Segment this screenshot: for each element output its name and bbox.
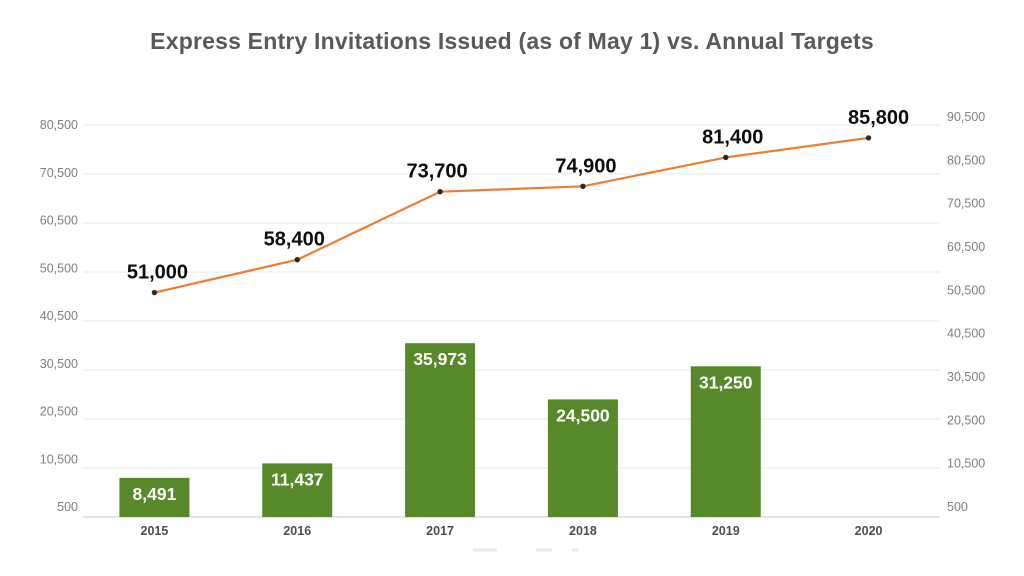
bar-value-label-2015: 8,491 <box>133 484 177 504</box>
right-axis-tick-label: 80,500 <box>947 153 985 167</box>
right-axis-tick-label: 10,500 <box>947 457 985 471</box>
left-axis-tick-label: 40,500 <box>40 309 78 323</box>
line-marker-2020 <box>865 135 872 141</box>
x-axis-label-2017: 2017 <box>426 524 454 538</box>
right-axis-tick-label: 40,500 <box>947 327 985 341</box>
x-axis-label-2015: 2015 <box>141 524 169 538</box>
right-axis-tick-label: 50,500 <box>947 283 985 297</box>
x-axis-label-2020: 2020 <box>855 524 883 538</box>
bar-2016 <box>262 463 333 517</box>
x-axis-label-2018: 2018 <box>569 524 597 538</box>
cropped-legend-fragment <box>473 548 497 552</box>
bar-value-label-2018: 24,500 <box>556 405 610 425</box>
line-value-label-2020: 85,800 <box>848 107 909 129</box>
left-axis-tick-label: 80,500 <box>40 118 78 132</box>
line-marker-2019 <box>723 154 729 161</box>
line-value-label-2019: 81,400 <box>702 126 763 148</box>
bar-2019 <box>690 366 761 517</box>
cropped-legend-fragment <box>572 548 578 552</box>
left-axis-tick-label: 30,500 <box>40 357 78 371</box>
left-axis-tick-label: 50,500 <box>40 261 78 275</box>
x-axis-label-2016: 2016 <box>283 524 311 538</box>
bar-value-label-2016: 11,437 <box>271 469 324 489</box>
left-axis-tick-label: 20,500 <box>40 405 78 419</box>
left-axis-tick-label: 70,500 <box>40 166 78 180</box>
line-value-label-2015: 51,000 <box>127 262 188 284</box>
bar-2018 <box>547 399 618 517</box>
bar-2017 <box>405 343 476 517</box>
left-axis-tick-label: 500 <box>57 500 78 514</box>
right-axis-tick-label: 90,500 <box>947 110 985 124</box>
bar-value-label-2019: 31,250 <box>699 372 753 392</box>
bar-value-label-2017: 35,973 <box>413 349 467 369</box>
line-value-label-2016: 58,400 <box>264 229 325 251</box>
left-axis-tick-label: 10,500 <box>40 452 78 466</box>
left-axis-tick-label: 60,500 <box>40 214 78 228</box>
line-marker-2017 <box>437 188 443 195</box>
line-value-label-2017: 73,700 <box>406 161 467 183</box>
right-axis-tick-label: 500 <box>947 500 968 514</box>
line-value-label-2018: 74,900 <box>555 155 616 177</box>
line-marker-2018 <box>580 183 586 190</box>
right-axis-tick-label: 60,500 <box>947 240 985 254</box>
right-axis-tick-label: 20,500 <box>947 413 985 427</box>
line-marker-2015 <box>151 289 158 296</box>
line-marker-2016 <box>294 256 300 263</box>
x-axis-label-2019: 2019 <box>712 524 740 538</box>
chart-title: Express Entry Invitations Issued (as of … <box>150 28 874 54</box>
bar-2015 <box>119 477 190 517</box>
targets-line <box>153 136 870 294</box>
cropped-legend-fragment <box>536 548 552 552</box>
right-axis-tick-label: 30,500 <box>947 370 985 384</box>
right-axis-tick-label: 70,500 <box>947 197 985 211</box>
